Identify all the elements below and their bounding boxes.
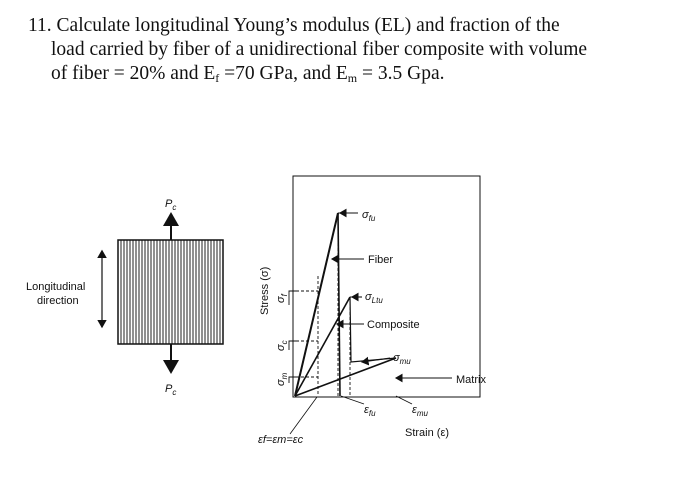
equal-strain-leader (289, 396, 318, 435)
sigma-mu-arrow (360, 356, 391, 366)
matrix-label: Matrix (456, 374, 486, 386)
eps-mu-label: εmu (412, 404, 429, 418)
longitudinal-label-1: Longitudinal (26, 281, 85, 293)
stress-axis-label: Stress (σ) (259, 267, 271, 315)
sigma-fu-label: σfu (362, 209, 376, 223)
load-label-top: Pc (165, 198, 176, 212)
sigma-c-leader (288, 340, 296, 350)
matrix-curve (294, 357, 397, 397)
sigma-mu-label: σmu (393, 352, 411, 366)
question-line-1: 11. Calculate longitudinal Young’s modul… (28, 15, 560, 36)
dashed-guides (296, 212, 358, 396)
sigma-ltu-label: σLtu (365, 291, 383, 305)
question-line-2: load carried by fiber of a unidirectiona… (51, 39, 588, 60)
sigma-f-label: σf (275, 293, 289, 303)
load-label-bottom: Pc (165, 383, 176, 397)
sigma-c-label: σc (275, 340, 289, 351)
eps-mu-leader (395, 395, 413, 405)
composite-curve (294, 296, 351, 397)
composite-specimen (117, 239, 224, 345)
fiber-fracture (337, 212, 341, 397)
fiber-label: Fiber (368, 254, 393, 266)
question-text: 11. Calculate longitudinal Young’s modul… (28, 14, 668, 86)
sigma-f-leader (288, 290, 296, 305)
sigma-m-label: σm (275, 372, 289, 386)
question-line-3: of fiber = 20% and Ef =70 GPa, and Em = … (51, 63, 445, 85)
sigma-m-leader (288, 376, 296, 383)
fiber-curve (294, 212, 339, 397)
graph-frame (292, 175, 481, 398)
composite-label: Composite (367, 319, 420, 331)
eps-fu-label: εfu (364, 404, 376, 418)
eps-fu-leader (340, 395, 365, 405)
strain-axis-label: Strain (ε) (405, 427, 449, 439)
equal-strain-label: εf=εm=εc (258, 434, 304, 446)
longitudinal-label-2: direction (37, 295, 79, 307)
